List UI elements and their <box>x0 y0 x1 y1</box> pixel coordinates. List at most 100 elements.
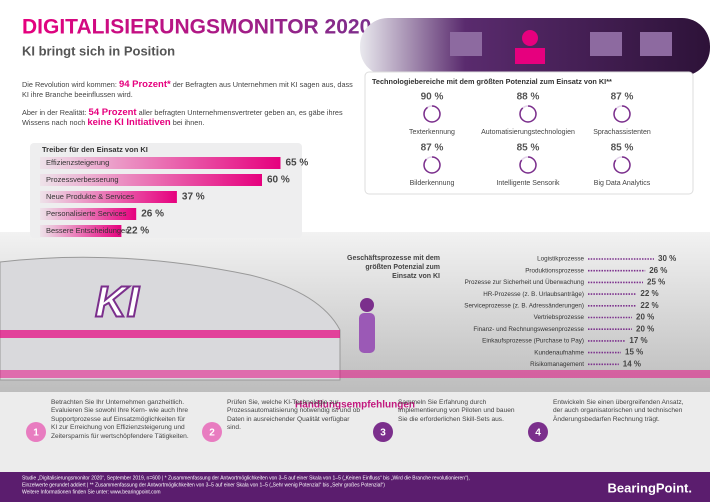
recommendations-band <box>0 392 710 472</box>
brand: BearingPoint. <box>607 480 692 495</box>
value-ring <box>423 156 441 174</box>
bar <box>40 191 177 203</box>
number: 2 <box>209 428 215 439</box>
category-label: Serviceprozesse (z. B. Adressänderungen) <box>464 302 584 309</box>
chart-title: Treiber für den Einsatz von KI <box>42 145 148 154</box>
chart-title: Technologiebereiche mit dem größten Pote… <box>372 77 612 86</box>
chart-title: Geschäftsprozesse mit dem größten Potenz… <box>347 255 440 280</box>
number-badge <box>26 422 46 442</box>
recommendation-text: Entwickeln Sie einen übergreifenden Ansa… <box>553 399 684 423</box>
category-label: Intelligente Sensorik <box>496 180 560 187</box>
highlight: keine KI Initiativen <box>87 117 171 128</box>
text: Aber in der Realität: <box>22 108 89 117</box>
platform <box>0 370 710 378</box>
screen <box>640 32 672 56</box>
category-label: Einkaufsprozesse (Purchase to Pay) <box>482 338 584 345</box>
footnote: Weitere Informationen finden Sie unter: … <box>22 489 161 495</box>
category-label: Produktionsprozesse <box>525 267 584 274</box>
person-icon <box>515 48 545 64</box>
bar <box>40 174 262 186</box>
value-label: 14 % <box>623 359 641 368</box>
number: 3 <box>380 428 386 439</box>
train-logo: KI <box>95 278 140 327</box>
category-label: Logistikprozesse <box>537 256 584 263</box>
value-ring <box>519 105 537 123</box>
category-label: HR-Prozesse (z. B. Urlaubsanträge) <box>483 291 584 298</box>
value-label: 20 % <box>636 313 654 322</box>
subtitle: KI bringt sich in Position <box>22 43 175 58</box>
recommendations-title: Handlungsempfehlungen <box>295 400 415 411</box>
recommendation-text: Prüfen Sie, welche KI-Technologie zur Pr… <box>227 399 361 432</box>
text: Die Revolution wird kommen: <box>22 80 119 89</box>
train-stripe <box>0 330 340 338</box>
category-label: Personalisierte Services <box>46 209 127 218</box>
value-label: 85 % <box>611 143 634 154</box>
value-label: 65 % <box>286 158 309 169</box>
title: DIGITALISIERUNGSMONITOR 2020 <box>22 16 371 39</box>
person-icon <box>522 30 538 46</box>
bar <box>40 208 137 220</box>
value-label: 30 % <box>658 254 676 263</box>
category-label: Effizienzsteigerung <box>46 158 109 167</box>
value-label: 26 % <box>649 266 667 275</box>
text: der Befragten aus Unternehmen mit KI sag… <box>22 80 353 99</box>
bar <box>40 225 122 237</box>
highlight: 94 Prozent* <box>118 79 171 90</box>
value-label: 88 % <box>517 92 540 103</box>
footnote: Einzelwerte gerundet addiert | ** Zusamm… <box>22 482 385 488</box>
value-label: 87 % <box>611 92 634 103</box>
intro-paragraph: Aber in der Realität: 54 Prozent aller b… <box>22 108 357 128</box>
value-label: 85 % <box>517 143 540 154</box>
value-label: 22 % <box>640 301 658 310</box>
value-label: 22 % <box>640 289 658 298</box>
value-ring <box>613 156 631 174</box>
category-label: Sprachassistenten <box>593 129 651 136</box>
value-ring <box>613 105 631 123</box>
screen <box>590 32 622 56</box>
category-label: Prozesse zur Sicherheit und Überwachung <box>465 278 585 286</box>
text: bei ihnen. <box>170 118 205 127</box>
category-label: Bessere Entscheidungen <box>46 226 129 235</box>
category-label: Risikomanagement <box>530 361 584 368</box>
highlight: 54 Prozent <box>88 107 137 118</box>
value-label: 87 % <box>421 143 444 154</box>
value-label: 26 % <box>141 209 164 220</box>
text: aller befragten Unternehmensvertreter ge… <box>22 108 343 127</box>
category-label: Big Data Analytics <box>594 180 651 187</box>
recommendation-text: Sammeln Sie Erfahrung durch Implementier… <box>398 399 515 423</box>
tech-panel <box>364 71 694 195</box>
category-label: Automatisierungstechnologien <box>481 129 575 136</box>
value-label: 17 % <box>629 336 647 345</box>
category-label: Neue Produkte & Services <box>46 192 134 201</box>
value-label: 20 % <box>636 324 654 333</box>
number-badge <box>202 422 222 442</box>
number-badge <box>373 422 393 442</box>
category-label: Prozessverbesserung <box>46 175 119 184</box>
value-label: 90 % <box>421 92 444 103</box>
train-body <box>0 256 341 381</box>
footnote: Studie „Digitalisierungsmonitor 2020“, S… <box>22 475 470 481</box>
number-badge <box>528 422 548 442</box>
category-label: Vertriebsprozesse <box>534 314 585 321</box>
category-label: Texterkennung <box>409 129 455 136</box>
screen <box>450 32 482 56</box>
footer-band <box>0 472 710 502</box>
number: 1 <box>33 428 39 439</box>
person <box>359 313 375 353</box>
person <box>360 298 374 312</box>
value-label: 25 % <box>647 278 665 287</box>
top-train <box>360 18 710 76</box>
value-ring <box>519 156 537 174</box>
value-label: 15 % <box>625 348 643 357</box>
value-label: 22 % <box>126 226 149 237</box>
bar <box>40 157 281 169</box>
recommendation-text: Betrachten Sie Ihr Unternehmen ganzheitl… <box>51 399 189 440</box>
value-label: 37 % <box>182 192 205 203</box>
category-label: Bilderkennung <box>410 180 455 187</box>
value-label: 60 % <box>267 175 290 186</box>
number: 4 <box>535 428 541 439</box>
category-label: Finanz- und Rechnungswesenprozesse <box>473 326 584 333</box>
category-label: Kundenaufnahme <box>534 349 584 356</box>
